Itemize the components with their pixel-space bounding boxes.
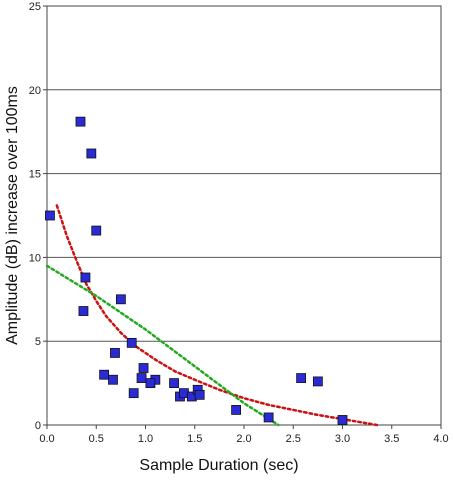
x-tick-label: 0.0 <box>39 433 54 445</box>
plot-area-frame <box>46 5 442 426</box>
x-tick-label: 4.0 <box>433 433 448 445</box>
data-point <box>194 389 205 400</box>
data-points <box>45 116 348 425</box>
data-point <box>296 373 307 383</box>
x-tick-label: 0.5 <box>89 433 104 445</box>
data-point <box>115 294 126 305</box>
x-tick-label: 2.0 <box>236 433 251 445</box>
data-point <box>86 148 97 159</box>
x-tick-label: 3.5 <box>384 433 399 445</box>
y-tick-label: 10 <box>29 252 41 264</box>
data-point <box>138 363 149 373</box>
x-tick-label: 3.0 <box>335 433 350 445</box>
x-axis-ticks: 0.0 0.5 1.0 1.5 2.0 2.5 3.0 3.5 4.0 <box>39 425 449 445</box>
data-point <box>45 210 55 221</box>
data-point <box>169 378 179 389</box>
data-point <box>78 306 89 316</box>
trend-curves <box>45 204 379 427</box>
data-point <box>108 374 118 385</box>
y-axis-title: Amplitude (dB) increase over 100ms <box>4 86 21 345</box>
trend-curve-1 <box>55 204 379 427</box>
data-point <box>80 272 91 283</box>
y-tick-label: 20 <box>29 85 41 97</box>
y-tick-label: 0 <box>35 420 41 432</box>
x-tick-label: 1.5 <box>187 433 202 445</box>
data-point <box>128 388 139 399</box>
y-tick-label: 25 <box>29 1 41 13</box>
data-point <box>312 376 323 387</box>
trend-curve-2 <box>45 264 280 427</box>
data-point <box>126 337 137 348</box>
data-point <box>99 369 110 380</box>
y-tick-label: 5 <box>35 336 41 348</box>
x-tick-label: 1.0 <box>138 433 153 445</box>
data-point <box>136 373 147 383</box>
gridlines <box>47 5 441 426</box>
y-axis-ticks: 0 5 10 15 20 25 <box>29 1 47 432</box>
data-point <box>231 405 242 415</box>
x-tick-label: 2.5 <box>286 433 301 445</box>
y-tick-label: 15 <box>29 169 41 181</box>
data-point <box>75 116 86 127</box>
data-point <box>263 412 274 423</box>
data-point <box>110 348 120 358</box>
data-point <box>145 378 156 389</box>
x-axis-title: Sample Duration (sec) <box>139 457 298 474</box>
data-point <box>337 415 348 425</box>
data-point <box>91 225 102 236</box>
